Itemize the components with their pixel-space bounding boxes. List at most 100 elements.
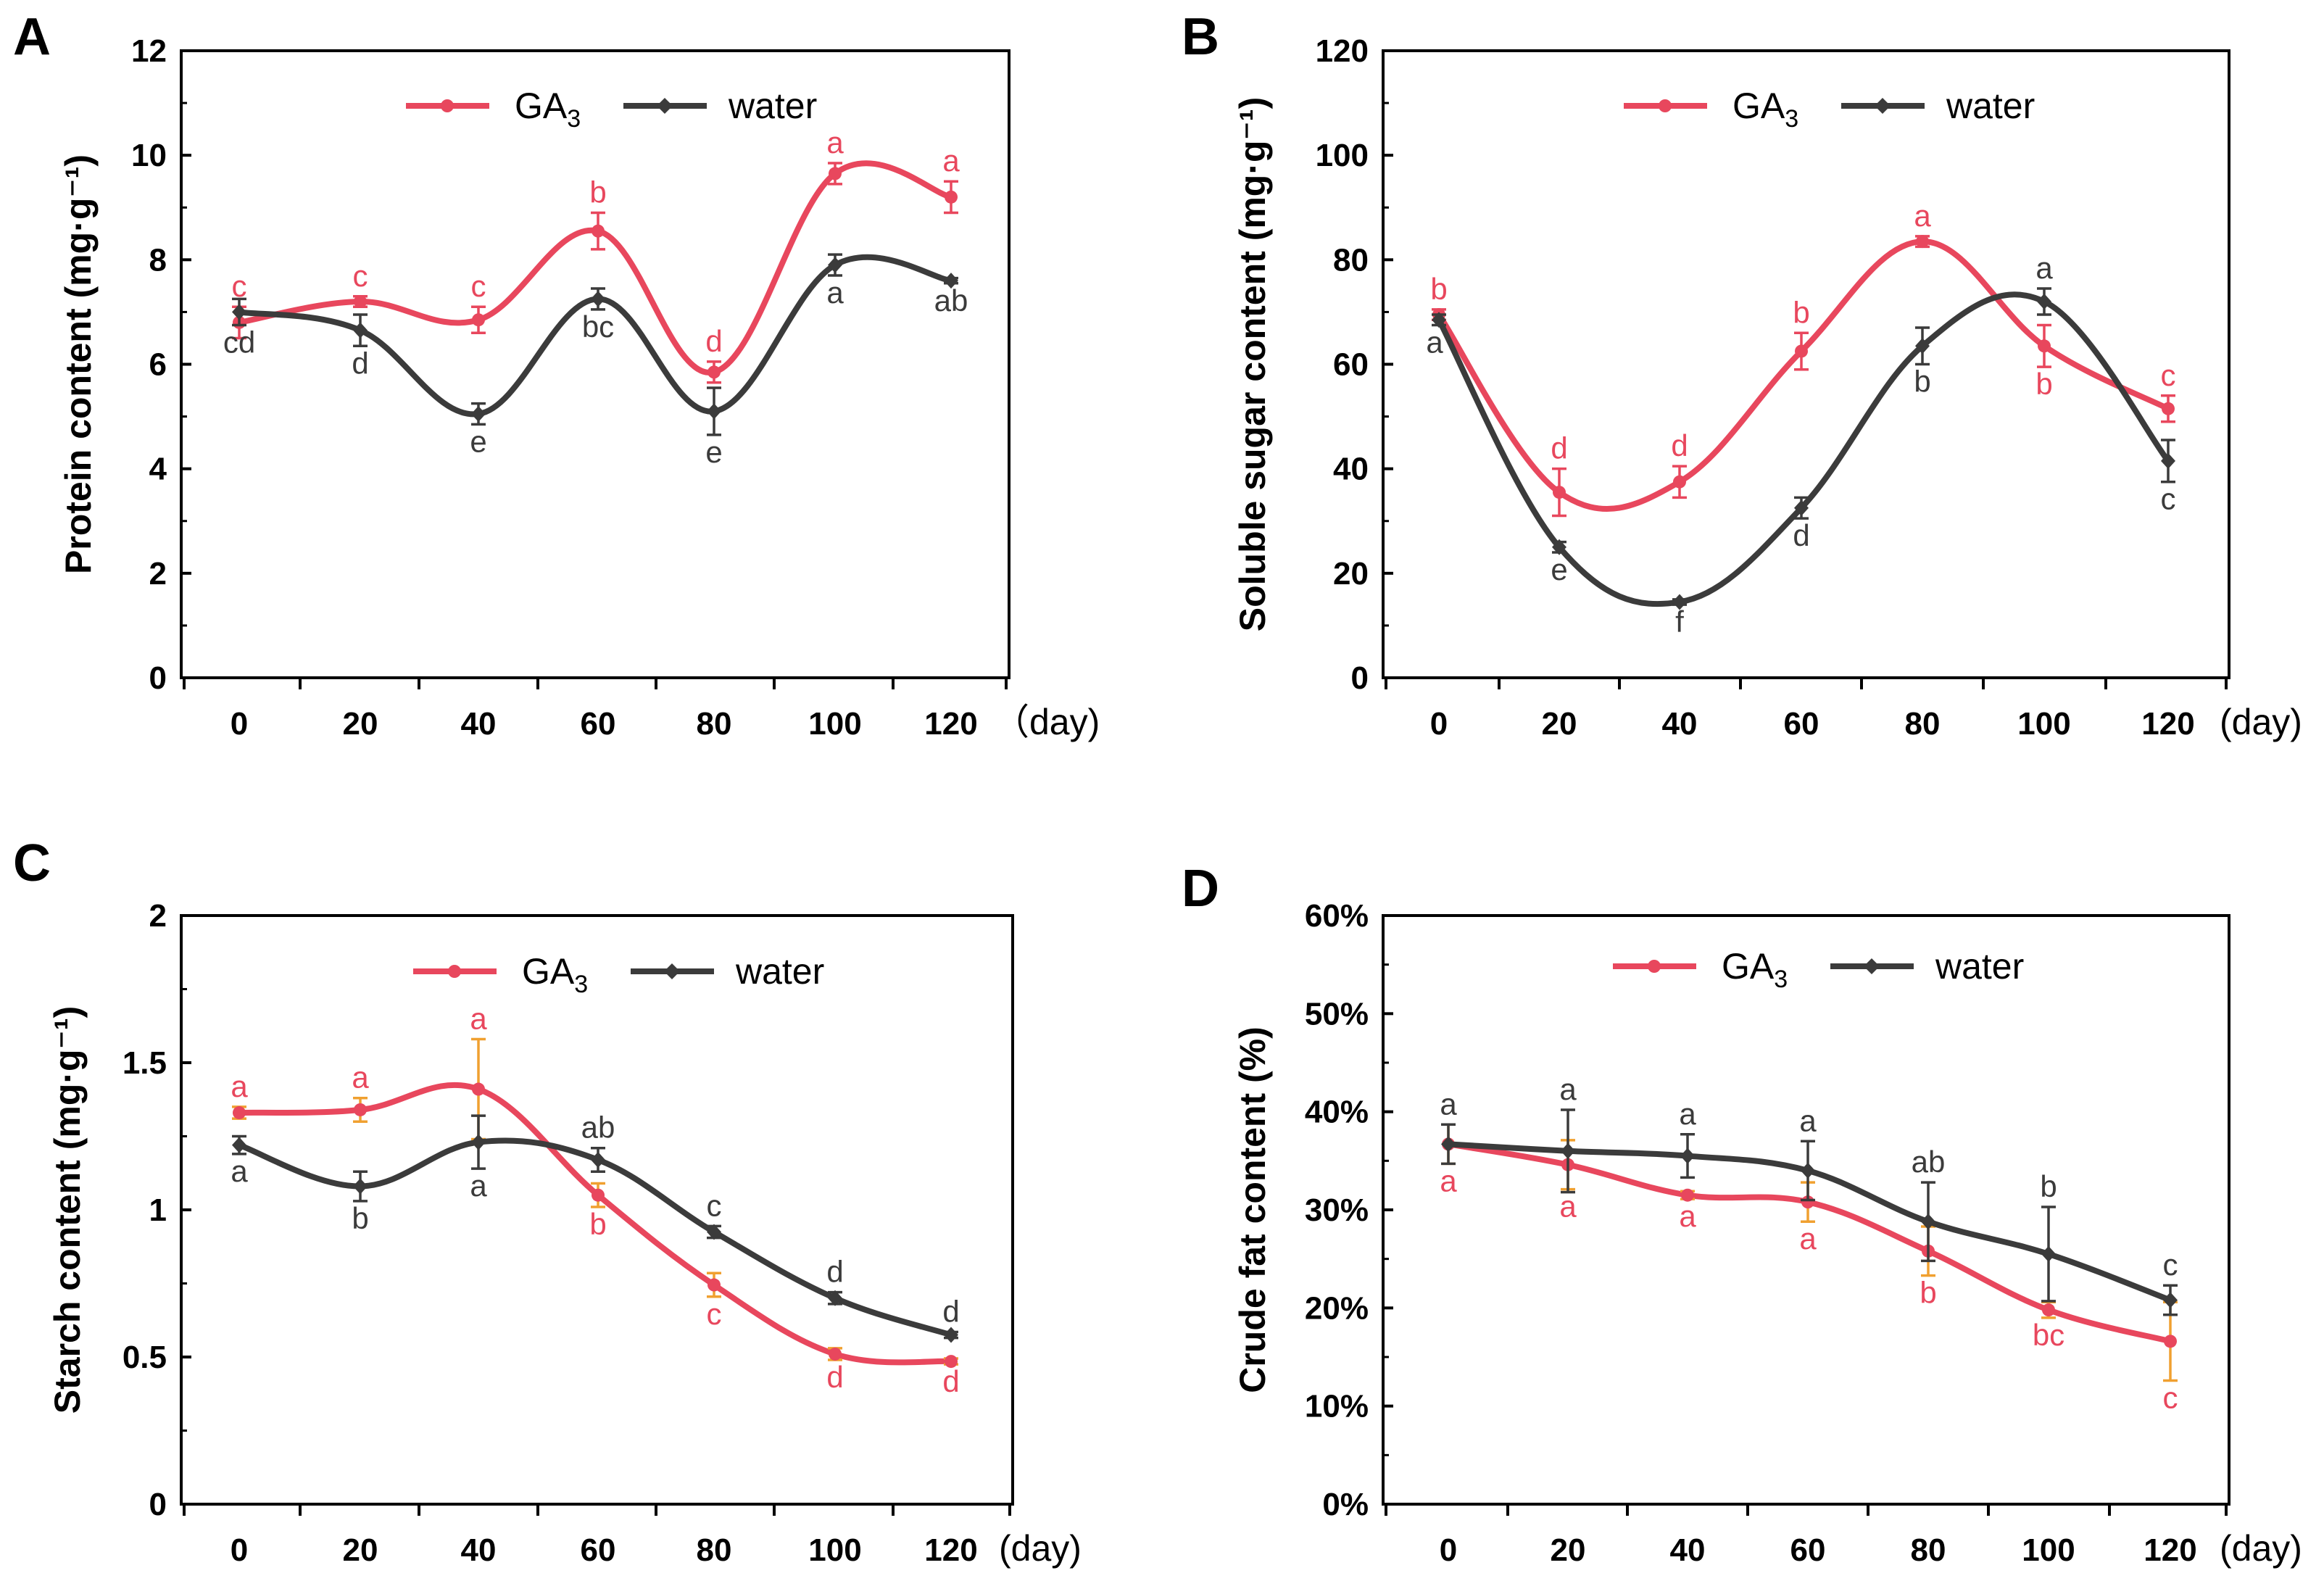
legend-ga3-subscript: 3 bbox=[1785, 105, 1798, 133]
sig-letter-ga3: a bbox=[1679, 1199, 1696, 1233]
x-tick-label: 60 bbox=[1784, 706, 1819, 742]
sig-letter-water: b bbox=[1914, 365, 1930, 399]
point-ga3 bbox=[829, 167, 842, 180]
point-water bbox=[944, 273, 958, 289]
point-ga3 bbox=[472, 1082, 485, 1096]
y-tick-label: 80 bbox=[1333, 242, 1369, 278]
sig-letter-water: a bbox=[1426, 325, 1443, 359]
legend: GA3 water bbox=[1624, 86, 2035, 133]
point-water bbox=[828, 1290, 842, 1306]
y-tick-label: 60 bbox=[1333, 347, 1369, 383]
panel-letter: C bbox=[13, 834, 51, 892]
point-ga3 bbox=[1673, 475, 1686, 489]
y-tick-label: 20% bbox=[1305, 1290, 1369, 1326]
point-water bbox=[471, 405, 486, 422]
x-tick-label: 40 bbox=[461, 706, 497, 742]
legend-water-marker bbox=[657, 98, 673, 114]
point-ga3 bbox=[2164, 1335, 2177, 1348]
series-line-ga3 bbox=[1436, 238, 2171, 512]
sig-letter-water: a bbox=[231, 1154, 248, 1188]
sig-letter-ga3: a bbox=[1559, 1190, 1577, 1224]
point-ga3 bbox=[592, 1188, 605, 1202]
point-ga3 bbox=[707, 1278, 721, 1292]
point-ga3 bbox=[2038, 339, 2051, 353]
series-line-water bbox=[1436, 291, 2171, 607]
sig-letter-water: cd bbox=[223, 325, 255, 359]
legend-water-marker bbox=[1864, 958, 1880, 974]
sig-letter-ga3: c bbox=[471, 269, 486, 303]
point-water bbox=[591, 1151, 605, 1168]
legend-ga3-subscript: 3 bbox=[567, 105, 581, 133]
point-ga3 bbox=[354, 1103, 367, 1116]
point-water bbox=[707, 403, 721, 420]
point-ga3 bbox=[354, 295, 367, 308]
plot-frame bbox=[1382, 914, 2230, 1506]
sig-letter-water: e bbox=[470, 424, 486, 458]
sig-letter-ga3: a bbox=[470, 1002, 487, 1036]
x-tick-label: 0 bbox=[231, 1532, 248, 1568]
point-water bbox=[471, 1134, 486, 1150]
sig-letter-ga3: b bbox=[589, 1207, 606, 1241]
sig-letter-ga3: c bbox=[2161, 358, 2176, 392]
x-tick-label: 80 bbox=[697, 706, 732, 742]
point-water bbox=[1801, 1162, 1815, 1179]
sig-letter-ga3: b bbox=[2035, 367, 2052, 401]
legend-ga3-label: GA3 bbox=[1732, 86, 1798, 133]
point-water bbox=[944, 1327, 958, 1343]
x-tick-label: 80 bbox=[1911, 1532, 1946, 1568]
sig-letter-water: e bbox=[1551, 552, 1567, 586]
legend-ga3-label: GA3 bbox=[1722, 946, 1788, 993]
legend-ga3-label: GA3 bbox=[522, 951, 588, 998]
legend-ga3-marker bbox=[1659, 99, 1672, 112]
y-tick-label: 6 bbox=[149, 347, 167, 383]
point-water bbox=[2163, 1292, 2178, 1308]
sig-letter-ga3: b bbox=[589, 175, 606, 209]
point-water bbox=[1794, 499, 1809, 516]
y-tick-label: 120 bbox=[1316, 33, 1369, 69]
sig-letter-ga3: d bbox=[826, 1360, 843, 1394]
point-ga3 bbox=[1795, 344, 1808, 358]
point-ga3 bbox=[945, 190, 958, 204]
point-water bbox=[1680, 1148, 1695, 1164]
sig-letter-water: f bbox=[1675, 605, 1684, 639]
sig-letter-ga3: a bbox=[1914, 199, 1931, 233]
legend-ga3-marker bbox=[441, 99, 454, 112]
point-water bbox=[1915, 338, 1930, 354]
panel-b: B 0 20 40 60 80 100 120 0 20 40 60 80 100 120 (day) Solu… bbox=[1182, 8, 2302, 742]
sig-letter-ga3: c bbox=[353, 259, 368, 293]
y-tick-label: 100 bbox=[1316, 138, 1369, 173]
sig-letter-water: a bbox=[2035, 251, 2053, 285]
x-tick-label: 80 bbox=[1905, 706, 1941, 742]
legend-ga3-label: GA3 bbox=[515, 86, 581, 133]
sig-letter-ga3: a bbox=[1799, 1221, 1817, 1256]
point-water bbox=[707, 1224, 721, 1240]
legend-water-marker bbox=[664, 963, 680, 979]
x-tick-label: 20 bbox=[343, 706, 378, 742]
x-unit-label: (day) bbox=[2220, 702, 2302, 742]
x-unit-label: (day) bbox=[999, 1528, 1082, 1569]
panel-d: D 0% 10% 20% 30% 40% 50% 60% 0 20 40 60 80 100 120 (day… bbox=[1182, 860, 2302, 1569]
x-tick-label: 0 bbox=[1430, 706, 1448, 742]
y-tick-label: 40% bbox=[1305, 1095, 1369, 1130]
x-tick-label: 60 bbox=[581, 1532, 616, 1568]
sig-letter-ga3: a bbox=[826, 125, 844, 159]
point-water bbox=[2037, 294, 2051, 310]
point-ga3 bbox=[1801, 1195, 1814, 1209]
sig-letter-water: d bbox=[352, 346, 368, 380]
point-ga3 bbox=[707, 365, 721, 379]
sig-letter-ga3: d bbox=[1551, 431, 1567, 465]
x-unit-label: (day) bbox=[2220, 1528, 2302, 1569]
sig-letter-water: c bbox=[2163, 1248, 2178, 1282]
y-tick-label: 1.5 bbox=[123, 1045, 167, 1081]
x-tick-label: 20 bbox=[1542, 706, 1577, 742]
point-ga3 bbox=[1681, 1188, 1694, 1202]
x-tick-label: 0 bbox=[231, 706, 248, 742]
sig-letter-ga3: c bbox=[2163, 1380, 2178, 1414]
point-ga3 bbox=[945, 1355, 958, 1369]
point-ga3 bbox=[233, 1106, 246, 1120]
x-tick-label: 80 bbox=[697, 1532, 732, 1568]
y-tick-label: 12 bbox=[131, 33, 167, 69]
legend-water-label: water bbox=[1946, 86, 2035, 126]
